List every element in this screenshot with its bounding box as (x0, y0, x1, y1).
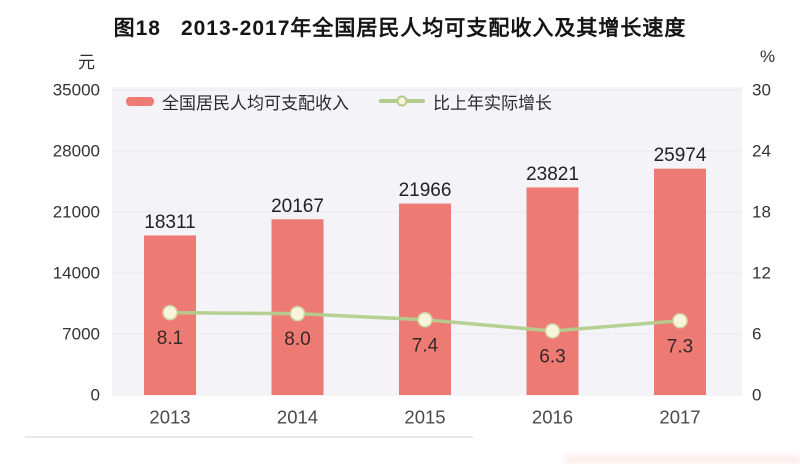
income-bar (399, 203, 451, 395)
left-axis-unit-label: 元 (78, 53, 95, 72)
left-axis-tick-label: 28000 (53, 142, 100, 161)
right-axis-tick-label: 0 (752, 386, 761, 405)
chart-title-prefix: 图18 (113, 17, 161, 40)
category-label: 2015 (404, 407, 445, 428)
left-axis-tick-label: 7000 (62, 325, 100, 344)
right-axis-tick-label: 24 (752, 142, 771, 161)
legend-line-swatch (379, 95, 425, 107)
bar-value-label: 20167 (271, 196, 324, 217)
bottom-divider-line (25, 436, 473, 438)
chart-title-text: 2013-2017年全国居民人均可支配收入及其增长速度 (180, 17, 687, 40)
growth-value-label: 7.3 (667, 336, 693, 357)
category-label: 2013 (149, 407, 190, 428)
income-bar (526, 187, 579, 395)
growth-line-marker (544, 323, 561, 339)
category-label: 2014 (277, 407, 318, 428)
right-axis-unit-label: % (760, 47, 776, 66)
chart-legend: 全国居民人均可支配收入 比上年实际增长 (126, 91, 552, 113)
growth-line-marker (672, 313, 688, 329)
category-label: 2016 (532, 407, 573, 428)
bar-value-label: 18311 (144, 212, 195, 233)
growth-value-label: 8.1 (157, 328, 183, 349)
right-axis-tick-label: 12 (752, 264, 771, 283)
legend-bar-swatch (126, 96, 154, 106)
bar-value-label: 21966 (399, 180, 452, 201)
growth-value-label: 8.0 (284, 329, 310, 350)
income-bar (654, 168, 706, 395)
legend-line-marker-icon (396, 95, 408, 107)
right-axis-tick-label: 18 (752, 203, 771, 222)
growth-value-label: 7.4 (412, 335, 439, 356)
growth-line-marker (162, 304, 178, 321)
growth-line-marker (289, 305, 306, 322)
bar-value-label: 25974 (654, 145, 707, 166)
category-label: 2017 (659, 407, 700, 428)
left-axis-tick-label: 21000 (53, 203, 100, 222)
chart-title: 图18 2013-2017年全国居民人均可支配收入及其增长速度 (0, 12, 800, 42)
right-axis-tick-label: 6 (752, 325, 761, 344)
bar-value-label: 23821 (526, 164, 579, 185)
legend-bar-label: 全国居民人均可支配收入 (162, 93, 349, 113)
right-axis-tick-label: 30 (752, 81, 771, 100)
legend-line-label: 比上年实际增长 (433, 93, 552, 113)
left-axis-tick-label: 0 (91, 386, 100, 405)
left-axis-tick-label: 14000 (53, 264, 100, 283)
next-figure-edge-artifact (565, 455, 800, 464)
growth-line-marker (417, 312, 433, 328)
growth-value-label: 6.3 (539, 346, 565, 367)
left-axis-tick-label: 35000 (53, 81, 100, 100)
